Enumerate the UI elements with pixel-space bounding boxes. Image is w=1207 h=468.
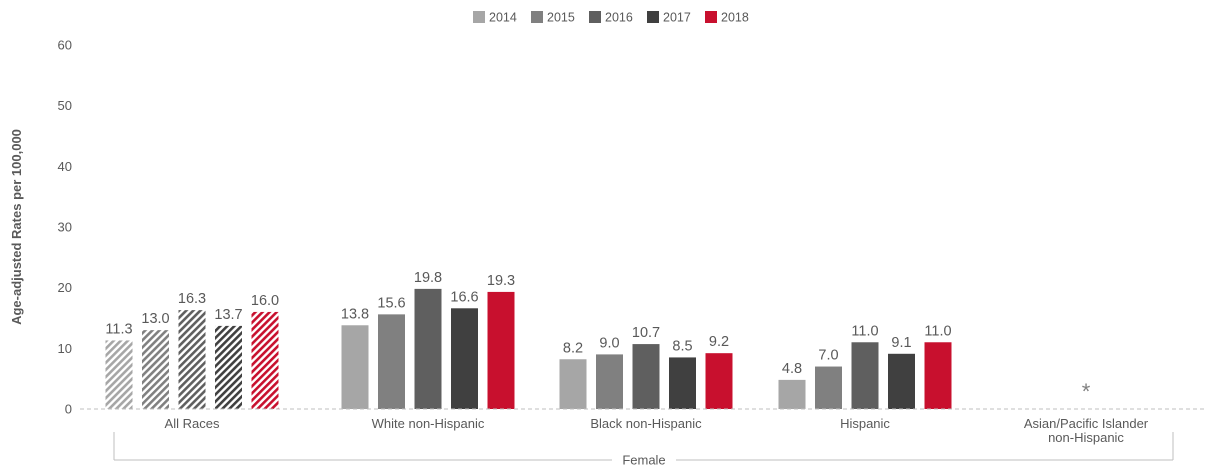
bar [179, 310, 206, 409]
data-label: 11.0 [851, 323, 878, 339]
legend-swatch-2017 [647, 11, 659, 23]
y-axis-title: Age-adjusted Rates per 100,000 [9, 129, 24, 325]
legend-swatch-2016 [589, 11, 601, 23]
y-tick-label: 30 [58, 220, 72, 235]
bar [925, 342, 952, 409]
data-label: 13.8 [341, 306, 369, 322]
data-label: 8.5 [672, 338, 692, 354]
category-label: White non-Hispanic [372, 416, 485, 431]
y-tick-label: 60 [58, 38, 72, 53]
data-label: 4.8 [782, 361, 802, 377]
x-axis: All Races White non-Hispanic Black non-His… [80, 409, 1207, 468]
bar [669, 357, 696, 409]
data-label: 7.0 [818, 348, 838, 364]
bar [215, 326, 242, 409]
legend: 2014 2015 2016 2017 2018 [473, 11, 749, 25]
bar [779, 380, 806, 409]
data-label: 10.7 [632, 325, 660, 341]
y-tick-label: 40 [58, 159, 72, 174]
data-label: 13.0 [141, 311, 169, 327]
data-label: 11.0 [924, 323, 951, 339]
data-label: 16.3 [178, 291, 206, 307]
bar [488, 292, 515, 409]
group-label: Female [622, 453, 665, 468]
data-label: 9.2 [709, 334, 729, 350]
bar [252, 312, 279, 409]
y-axis: 0 10 20 30 40 50 60 Age-adjusted Rates per 100,… [9, 38, 72, 417]
data-label: 16.0 [251, 293, 279, 309]
suppressed-marker: * [1082, 379, 1091, 404]
legend-label-2016: 2016 [605, 11, 633, 25]
data-label: 19.3 [487, 273, 515, 289]
category-label: Black non-Hispanic [590, 416, 702, 431]
data-label: 9.1 [891, 335, 911, 351]
bar [633, 344, 660, 409]
category-label: non-Hispanic [1048, 430, 1124, 445]
data-label: 16.6 [450, 289, 478, 305]
y-tick-label: 0 [65, 402, 72, 417]
legend-swatch-2018 [705, 11, 717, 23]
category-label: Hispanic [840, 416, 890, 431]
y-tick-label: 10 [58, 341, 72, 356]
bar [560, 359, 587, 409]
bar [815, 367, 842, 409]
legend-label-2014: 2014 [489, 11, 517, 25]
y-tick-label: 50 [58, 98, 72, 113]
legend-label-2018: 2018 [721, 11, 749, 25]
data-label: 8.2 [563, 340, 583, 356]
category-label: Asian/Pacific Islander [1024, 416, 1149, 431]
legend-swatch-2014 [473, 11, 485, 23]
data-label: 15.6 [377, 295, 405, 311]
bar [888, 354, 915, 409]
bar [451, 308, 478, 409]
bar [378, 314, 405, 409]
bar [106, 340, 133, 409]
legend-label-2017: 2017 [663, 11, 691, 25]
data-label: 13.7 [214, 307, 242, 323]
data-label: 11.3 [105, 321, 132, 337]
bars: 11.3 13.0 16.3 13.7 16.0 13.8 15.6 19.8 16.6 19.3… [105, 270, 1090, 409]
category-label: All Races [165, 416, 220, 431]
bar [596, 354, 623, 409]
legend-label-2015: 2015 [547, 11, 575, 25]
bar [852, 342, 879, 409]
y-tick-label: 20 [58, 280, 72, 295]
bar [142, 330, 169, 409]
legend-swatch-2015 [531, 11, 543, 23]
bar [415, 289, 442, 409]
bar [706, 353, 733, 409]
bar [342, 325, 369, 409]
data-label: 19.8 [414, 270, 442, 286]
data-label: 9.0 [599, 335, 619, 351]
